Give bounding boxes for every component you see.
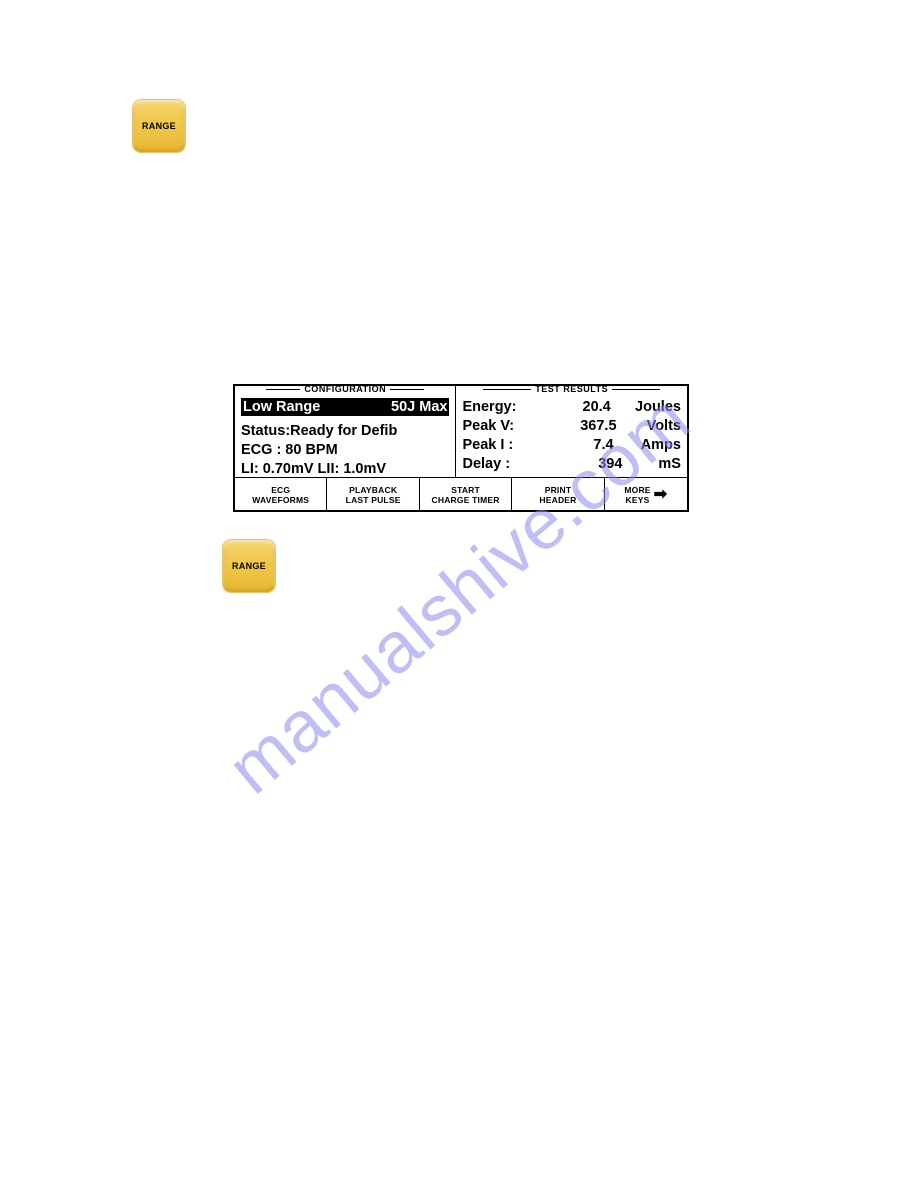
softkey-print-header[interactable]: PRINT HEADER bbox=[512, 478, 604, 511]
configuration-panel: CONFIGURATION Low Range 50J Max Status:R… bbox=[235, 386, 456, 477]
delay-label: Delay : bbox=[462, 455, 530, 474]
softkey-line2: HEADER bbox=[539, 495, 576, 505]
range-button[interactable]: RANGE bbox=[133, 100, 185, 152]
softkey-line1: PLAYBACK bbox=[349, 485, 397, 495]
range-label: Low Range bbox=[243, 398, 320, 416]
softkey-line2: WAVEFORMS bbox=[252, 495, 309, 505]
peaki-unit: Amps bbox=[641, 436, 681, 455]
energy-row: Energy: 20.4 Joules bbox=[462, 398, 681, 417]
lcd-top-region: CONFIGURATION Low Range 50J Max Status:R… bbox=[235, 386, 687, 478]
peaki-value: 7.4 bbox=[552, 436, 614, 455]
softkey-start-charge-timer[interactable]: START CHARGE TIMER bbox=[420, 478, 512, 511]
arrow-right-icon: ➡ bbox=[654, 490, 668, 500]
ecg-line: ECG : 80 BPM bbox=[241, 441, 338, 460]
softkey-playback-last-pulse[interactable]: PLAYBACK LAST PULSE bbox=[327, 478, 419, 511]
range-row: Low Range 50J Max bbox=[241, 398, 449, 416]
test-results-panel: TEST RESULTS Energy: 20.4 Joules Peak V:… bbox=[456, 386, 687, 477]
energy-value: 20.4 bbox=[549, 398, 611, 417]
energy-label: Energy: bbox=[462, 398, 530, 417]
peakv-label: Peak V: bbox=[462, 417, 530, 436]
peakv-unit: Volts bbox=[647, 417, 681, 436]
range-button[interactable]: RANGE bbox=[223, 540, 275, 592]
delay-unit: mS bbox=[658, 455, 681, 474]
delay-row: Delay : 394 mS bbox=[462, 455, 681, 474]
range-button-label: RANGE bbox=[142, 121, 176, 131]
lcd-screen: CONFIGURATION Low Range 50J Max Status:R… bbox=[233, 384, 689, 512]
softkey-more-keys[interactable]: MORE KEYS ➡ bbox=[605, 478, 687, 511]
lead-line: LI: 0.70mV LII: 1.0mV bbox=[241, 460, 386, 479]
peaki-label: Peak I : bbox=[462, 436, 530, 455]
range-button-label: RANGE bbox=[232, 561, 266, 571]
softkey-line2: LAST PULSE bbox=[346, 495, 401, 505]
status-line: Status:Ready for Defib bbox=[241, 422, 397, 441]
peakv-row: Peak V: 367.5 Volts bbox=[462, 417, 681, 436]
softkey-line1: MORE bbox=[624, 485, 650, 495]
softkey-row: ECG WAVEFORMS PLAYBACK LAST PULSE START … bbox=[235, 478, 687, 511]
softkey-line1: PRINT bbox=[545, 485, 572, 495]
softkey-line1: START bbox=[451, 485, 480, 495]
energy-unit: Joules bbox=[635, 398, 681, 417]
config-header-text: CONFIGURATION bbox=[304, 384, 386, 394]
range-value: 50J Max bbox=[391, 398, 447, 416]
peaki-row: Peak I : 7.4 Amps bbox=[462, 436, 681, 455]
results-header-text: TEST RESULTS bbox=[535, 384, 608, 394]
peakv-value: 367.5 bbox=[555, 417, 617, 436]
configuration-header: CONFIGURATION bbox=[235, 384, 455, 394]
results-header: TEST RESULTS bbox=[456, 384, 687, 394]
delay-value: 394 bbox=[560, 455, 622, 474]
softkey-line2: KEYS bbox=[624, 495, 650, 505]
softkey-ecg-waveforms[interactable]: ECG WAVEFORMS bbox=[235, 478, 327, 511]
softkey-line2: CHARGE TIMER bbox=[432, 495, 500, 505]
softkey-line1: ECG bbox=[271, 485, 290, 495]
